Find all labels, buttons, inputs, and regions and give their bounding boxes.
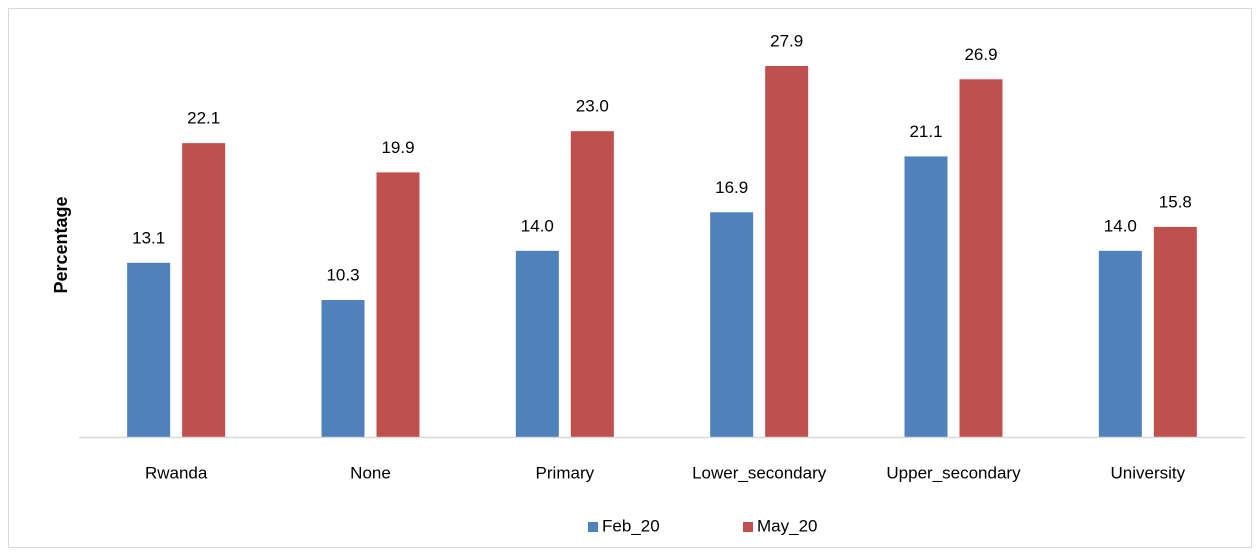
data-label: 26.9 bbox=[964, 45, 997, 64]
x-tick-label: Primary bbox=[536, 463, 595, 482]
data-label: 15.8 bbox=[1159, 192, 1192, 211]
bar bbox=[376, 172, 420, 437]
bar bbox=[904, 156, 948, 437]
x-tick-label: Upper_secondary bbox=[886, 463, 1021, 482]
x-tick-label: University bbox=[1111, 463, 1186, 482]
x-tick-label: Rwanda bbox=[145, 463, 208, 482]
bar bbox=[127, 262, 171, 437]
bar bbox=[959, 79, 1003, 438]
bar bbox=[710, 212, 754, 437]
bar bbox=[570, 131, 614, 437]
bar bbox=[182, 143, 226, 438]
bar bbox=[765, 66, 809, 437]
legend-swatch bbox=[743, 522, 753, 532]
data-label: 27.9 bbox=[770, 31, 803, 50]
y-axis-label: Percentage bbox=[51, 196, 71, 293]
data-label: 21.1 bbox=[909, 122, 942, 141]
bar bbox=[1098, 250, 1142, 437]
legend-label: Feb_20 bbox=[602, 516, 660, 535]
x-tick-label: Lower_secondary bbox=[692, 463, 827, 482]
data-label: 19.9 bbox=[381, 138, 414, 157]
data-label: 14.0 bbox=[1104, 216, 1137, 235]
legend-swatch bbox=[588, 522, 598, 532]
bar bbox=[515, 250, 559, 437]
data-label: 10.3 bbox=[326, 266, 359, 285]
data-label: 14.0 bbox=[521, 216, 554, 235]
bar bbox=[321, 300, 365, 437]
x-tick-label: None bbox=[350, 463, 391, 482]
data-label: 23.0 bbox=[576, 97, 609, 116]
legend-label: May_20 bbox=[757, 516, 817, 535]
data-label: 16.9 bbox=[715, 178, 748, 197]
data-label: 22.1 bbox=[187, 109, 220, 128]
bar bbox=[1153, 226, 1197, 437]
data-label: 13.1 bbox=[132, 228, 165, 247]
